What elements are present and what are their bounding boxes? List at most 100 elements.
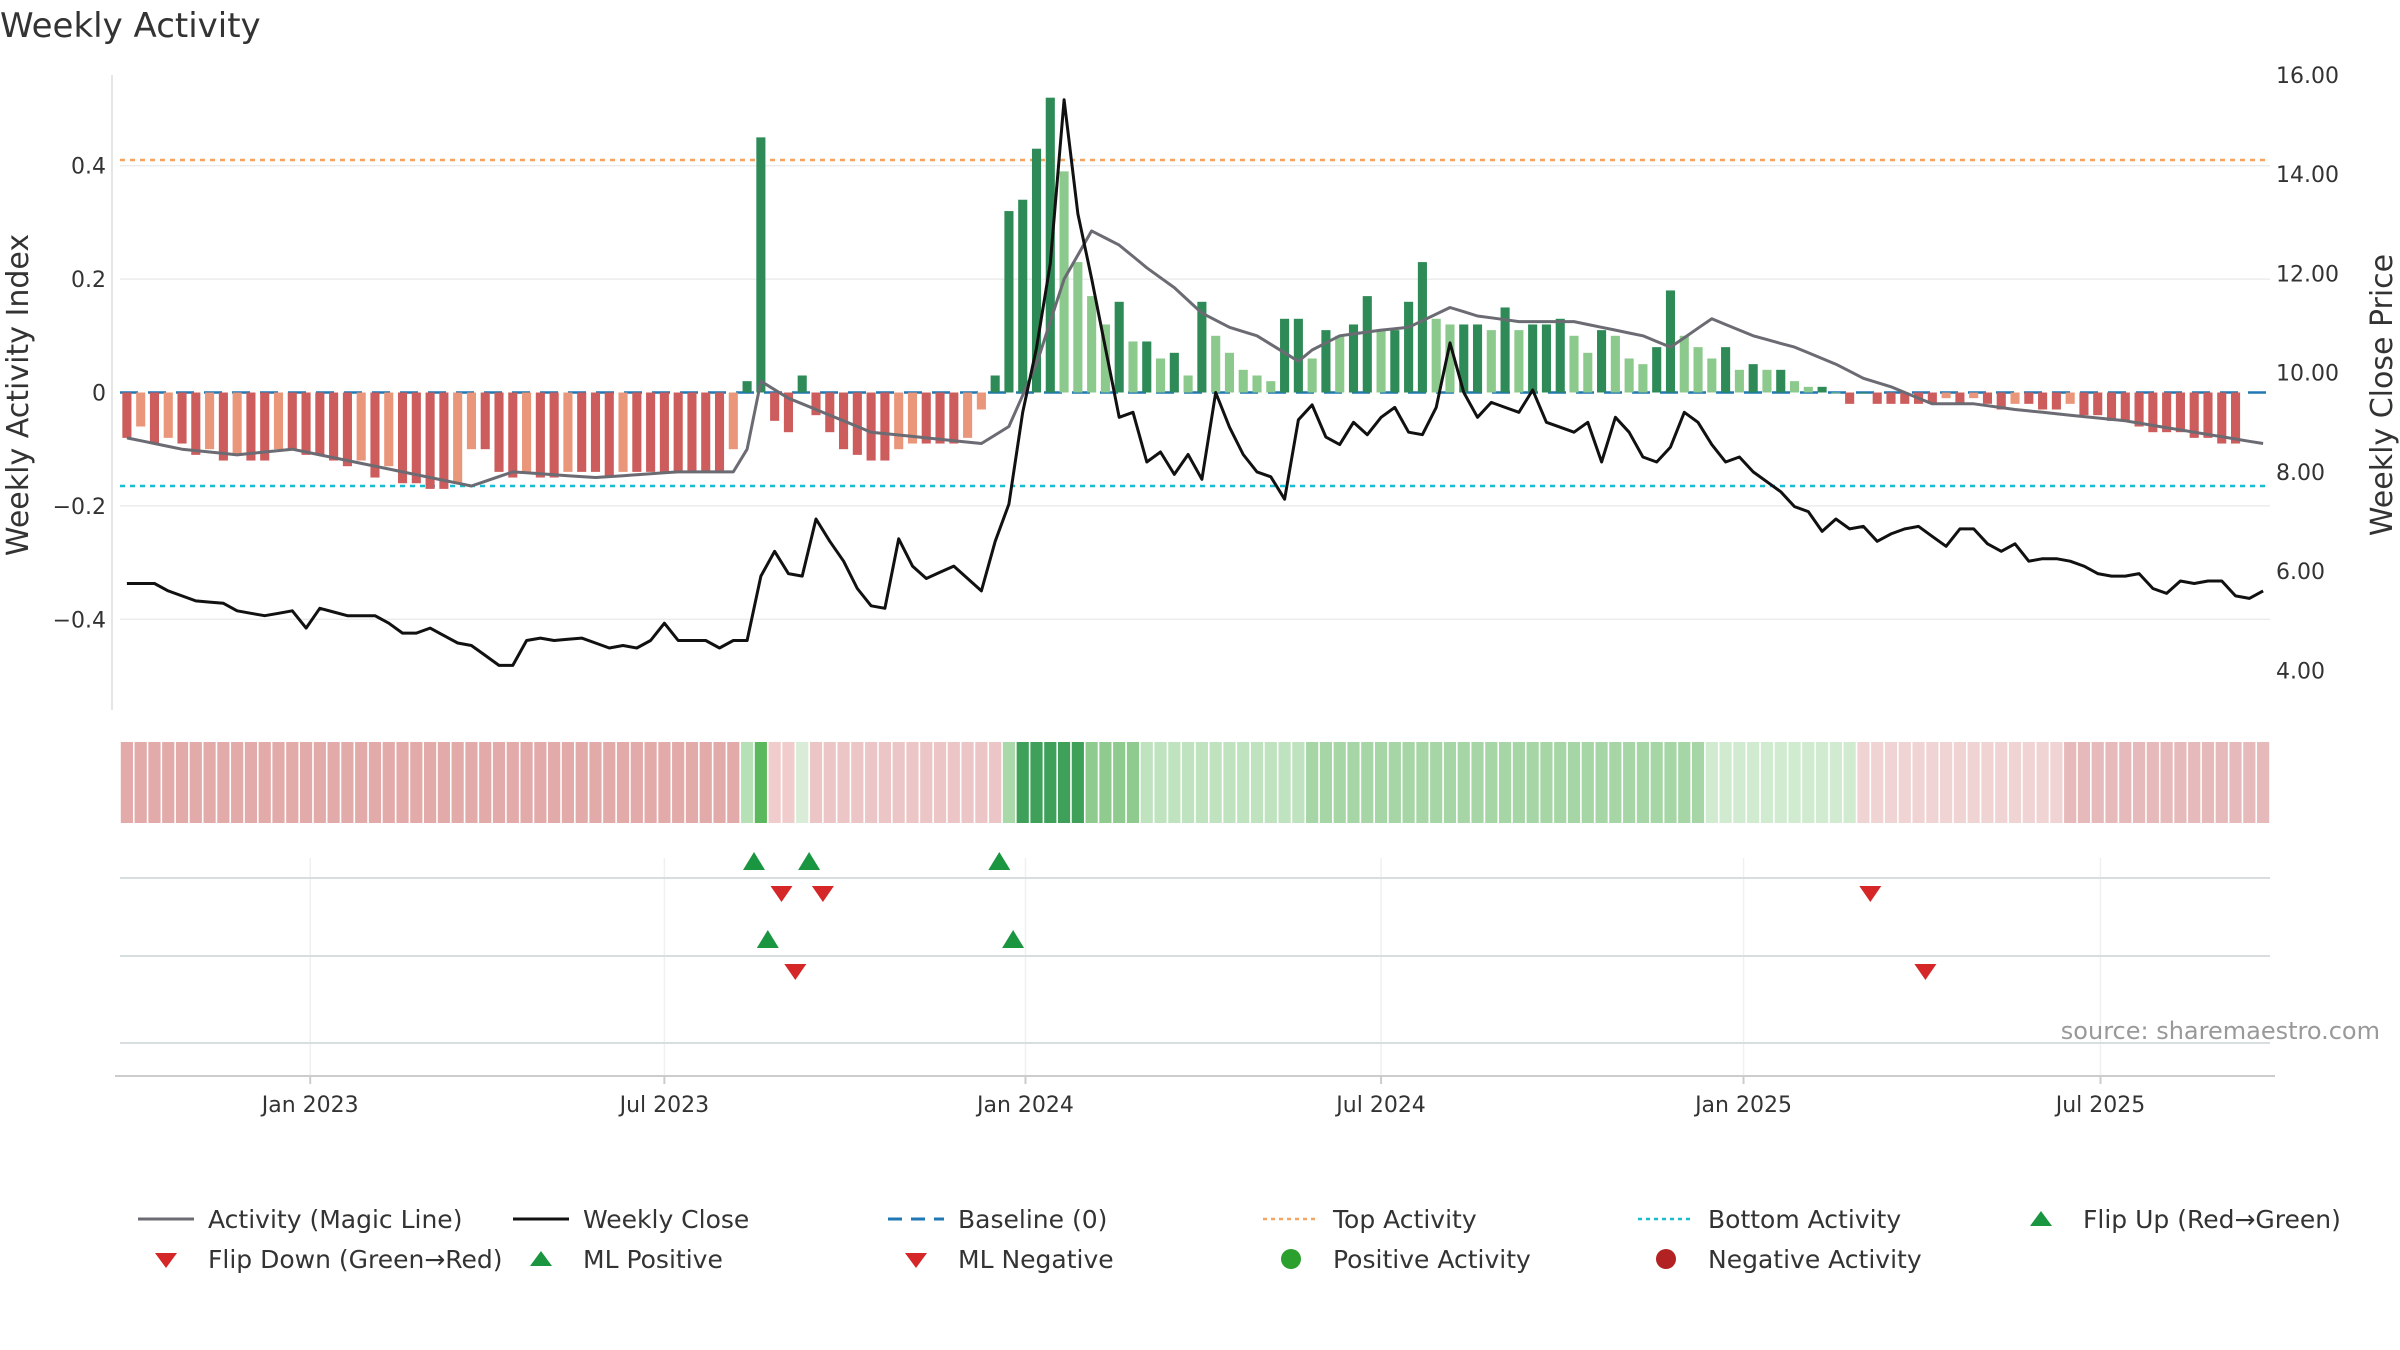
activity-bar bbox=[852, 392, 862, 455]
heat-cell bbox=[796, 742, 809, 823]
right-tick-label: 16.00 bbox=[2276, 64, 2339, 89]
right-tick-label: 10.00 bbox=[2276, 362, 2339, 387]
activity-bar bbox=[797, 375, 807, 393]
activity-bar bbox=[1472, 324, 1483, 393]
ml-positive-marker bbox=[756, 930, 779, 948]
heat-cell bbox=[1898, 742, 1911, 823]
heat-cell bbox=[492, 742, 506, 823]
magic-line-series bbox=[126, 229, 2264, 488]
right-tick-label: 4.00 bbox=[2276, 659, 2325, 684]
legend-item: Top Activity bbox=[1263, 1204, 1660, 1234]
activity-bar bbox=[535, 392, 545, 478]
heat-cell bbox=[1264, 742, 1277, 823]
heat-cell bbox=[1512, 742, 1525, 823]
heat-cell bbox=[1664, 742, 1677, 823]
legend-label: Activity (Magic Line) bbox=[208, 1204, 463, 1234]
legend-symbol-circle-green-icon bbox=[1281, 1249, 1301, 1269]
right-tick-label: 12.00 bbox=[2276, 262, 2339, 287]
activity-bar bbox=[2120, 392, 2130, 421]
activity-bar bbox=[949, 392, 959, 444]
legend-item: Activity (Magic Line) bbox=[138, 1204, 535, 1234]
heat-cell bbox=[1884, 742, 1898, 823]
heat-cell bbox=[961, 742, 974, 823]
heat-cell bbox=[2064, 742, 2077, 823]
heat-cell bbox=[299, 742, 313, 823]
activity-bar bbox=[1445, 324, 1455, 393]
activity-bar bbox=[1955, 392, 1965, 404]
activity-bar bbox=[673, 392, 683, 472]
x-tick-label: Jan 2025 bbox=[1693, 1093, 1792, 1118]
right-tick-label: 8.00 bbox=[2276, 461, 2325, 486]
activity-bar bbox=[1087, 296, 1097, 393]
heat-cell bbox=[768, 742, 781, 823]
flip-down-marker bbox=[1859, 886, 1882, 902]
activity-bar bbox=[811, 392, 821, 416]
heat-cell bbox=[286, 742, 299, 823]
activity-bar bbox=[177, 392, 187, 444]
heat-cell bbox=[2146, 742, 2159, 823]
activity-bar bbox=[1610, 335, 1620, 393]
activity-bar bbox=[2051, 392, 2061, 410]
heat-cell bbox=[1554, 742, 1567, 823]
heat-cell bbox=[2243, 742, 2256, 823]
activity-bar bbox=[2189, 392, 2199, 438]
activity-bar bbox=[1817, 386, 1827, 393]
activity-bar bbox=[1762, 369, 1772, 393]
heat-cell bbox=[1016, 742, 1029, 823]
activity-bar bbox=[907, 392, 918, 444]
activity-bar bbox=[1100, 324, 1110, 393]
reference-lines bbox=[120, 158, 2270, 488]
heat-cell bbox=[258, 742, 271, 823]
activity-bar bbox=[218, 392, 228, 461]
heat-cell bbox=[672, 742, 685, 823]
activity-bar bbox=[1569, 335, 1579, 393]
activity-bar bbox=[287, 392, 297, 450]
activity-bar bbox=[1390, 330, 1400, 393]
heat-cell bbox=[1912, 742, 1925, 823]
legend-symbol-tri-up-icon bbox=[2030, 1211, 2052, 1226]
heat-cell bbox=[2008, 742, 2022, 823]
activity-bar bbox=[466, 392, 476, 450]
activity-bar bbox=[1845, 392, 1855, 404]
activity-bar bbox=[1031, 148, 1042, 393]
activity-bar bbox=[866, 392, 876, 461]
activity-bar bbox=[260, 392, 270, 461]
activity-bar bbox=[1224, 352, 1235, 393]
activity-bar bbox=[1142, 341, 1152, 393]
heat-cell bbox=[1292, 742, 1305, 823]
heat-cell bbox=[382, 742, 395, 823]
heat-cell bbox=[1802, 742, 1815, 823]
activity-bar bbox=[1597, 330, 1607, 393]
activity-bar bbox=[1996, 392, 2006, 410]
activity-bar bbox=[122, 392, 132, 438]
activity-bar bbox=[1156, 358, 1166, 393]
heat-cell bbox=[616, 742, 630, 823]
weekly-close-series bbox=[126, 98, 2264, 667]
legend-symbol-dash-blue-icon bbox=[888, 1217, 944, 1221]
x-tick-label: Jul 2023 bbox=[618, 1093, 710, 1118]
flip-up-marker bbox=[743, 852, 765, 870]
heat-cell bbox=[2257, 742, 2270, 823]
activity-bar bbox=[742, 381, 752, 393]
heat-cell bbox=[1250, 742, 1264, 823]
chart-title: Weekly Activity bbox=[0, 6, 261, 46]
activity-bar bbox=[397, 392, 408, 484]
legend-label: Bottom Activity bbox=[1708, 1204, 1902, 1234]
heat-cell bbox=[933, 742, 947, 823]
gridlines bbox=[111, 75, 2270, 710]
legend-item: Weekly Close bbox=[513, 1204, 910, 1234]
heat-cell bbox=[2160, 742, 2173, 823]
heat-cell bbox=[231, 742, 244, 823]
heat-cell bbox=[1691, 742, 1705, 823]
heat-cell bbox=[1057, 742, 1071, 823]
activity-bar bbox=[632, 392, 642, 472]
heat-cell bbox=[1733, 742, 1746, 823]
heat-cell bbox=[1650, 742, 1663, 823]
x-tick-label: Jul 2024 bbox=[1334, 1093, 1426, 1118]
heat-cell bbox=[575, 742, 588, 823]
activity-bar bbox=[356, 392, 366, 461]
flip-up-marker bbox=[988, 852, 1011, 870]
legend-label: ML Positive bbox=[583, 1244, 723, 1274]
heat-cell bbox=[1333, 742, 1346, 823]
activity-bar bbox=[990, 375, 1000, 393]
